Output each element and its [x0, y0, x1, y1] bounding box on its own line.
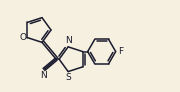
Text: F: F — [118, 47, 123, 56]
Text: N: N — [40, 70, 47, 79]
Text: S: S — [65, 73, 71, 82]
Text: O: O — [19, 33, 26, 42]
Text: N: N — [65, 36, 71, 45]
